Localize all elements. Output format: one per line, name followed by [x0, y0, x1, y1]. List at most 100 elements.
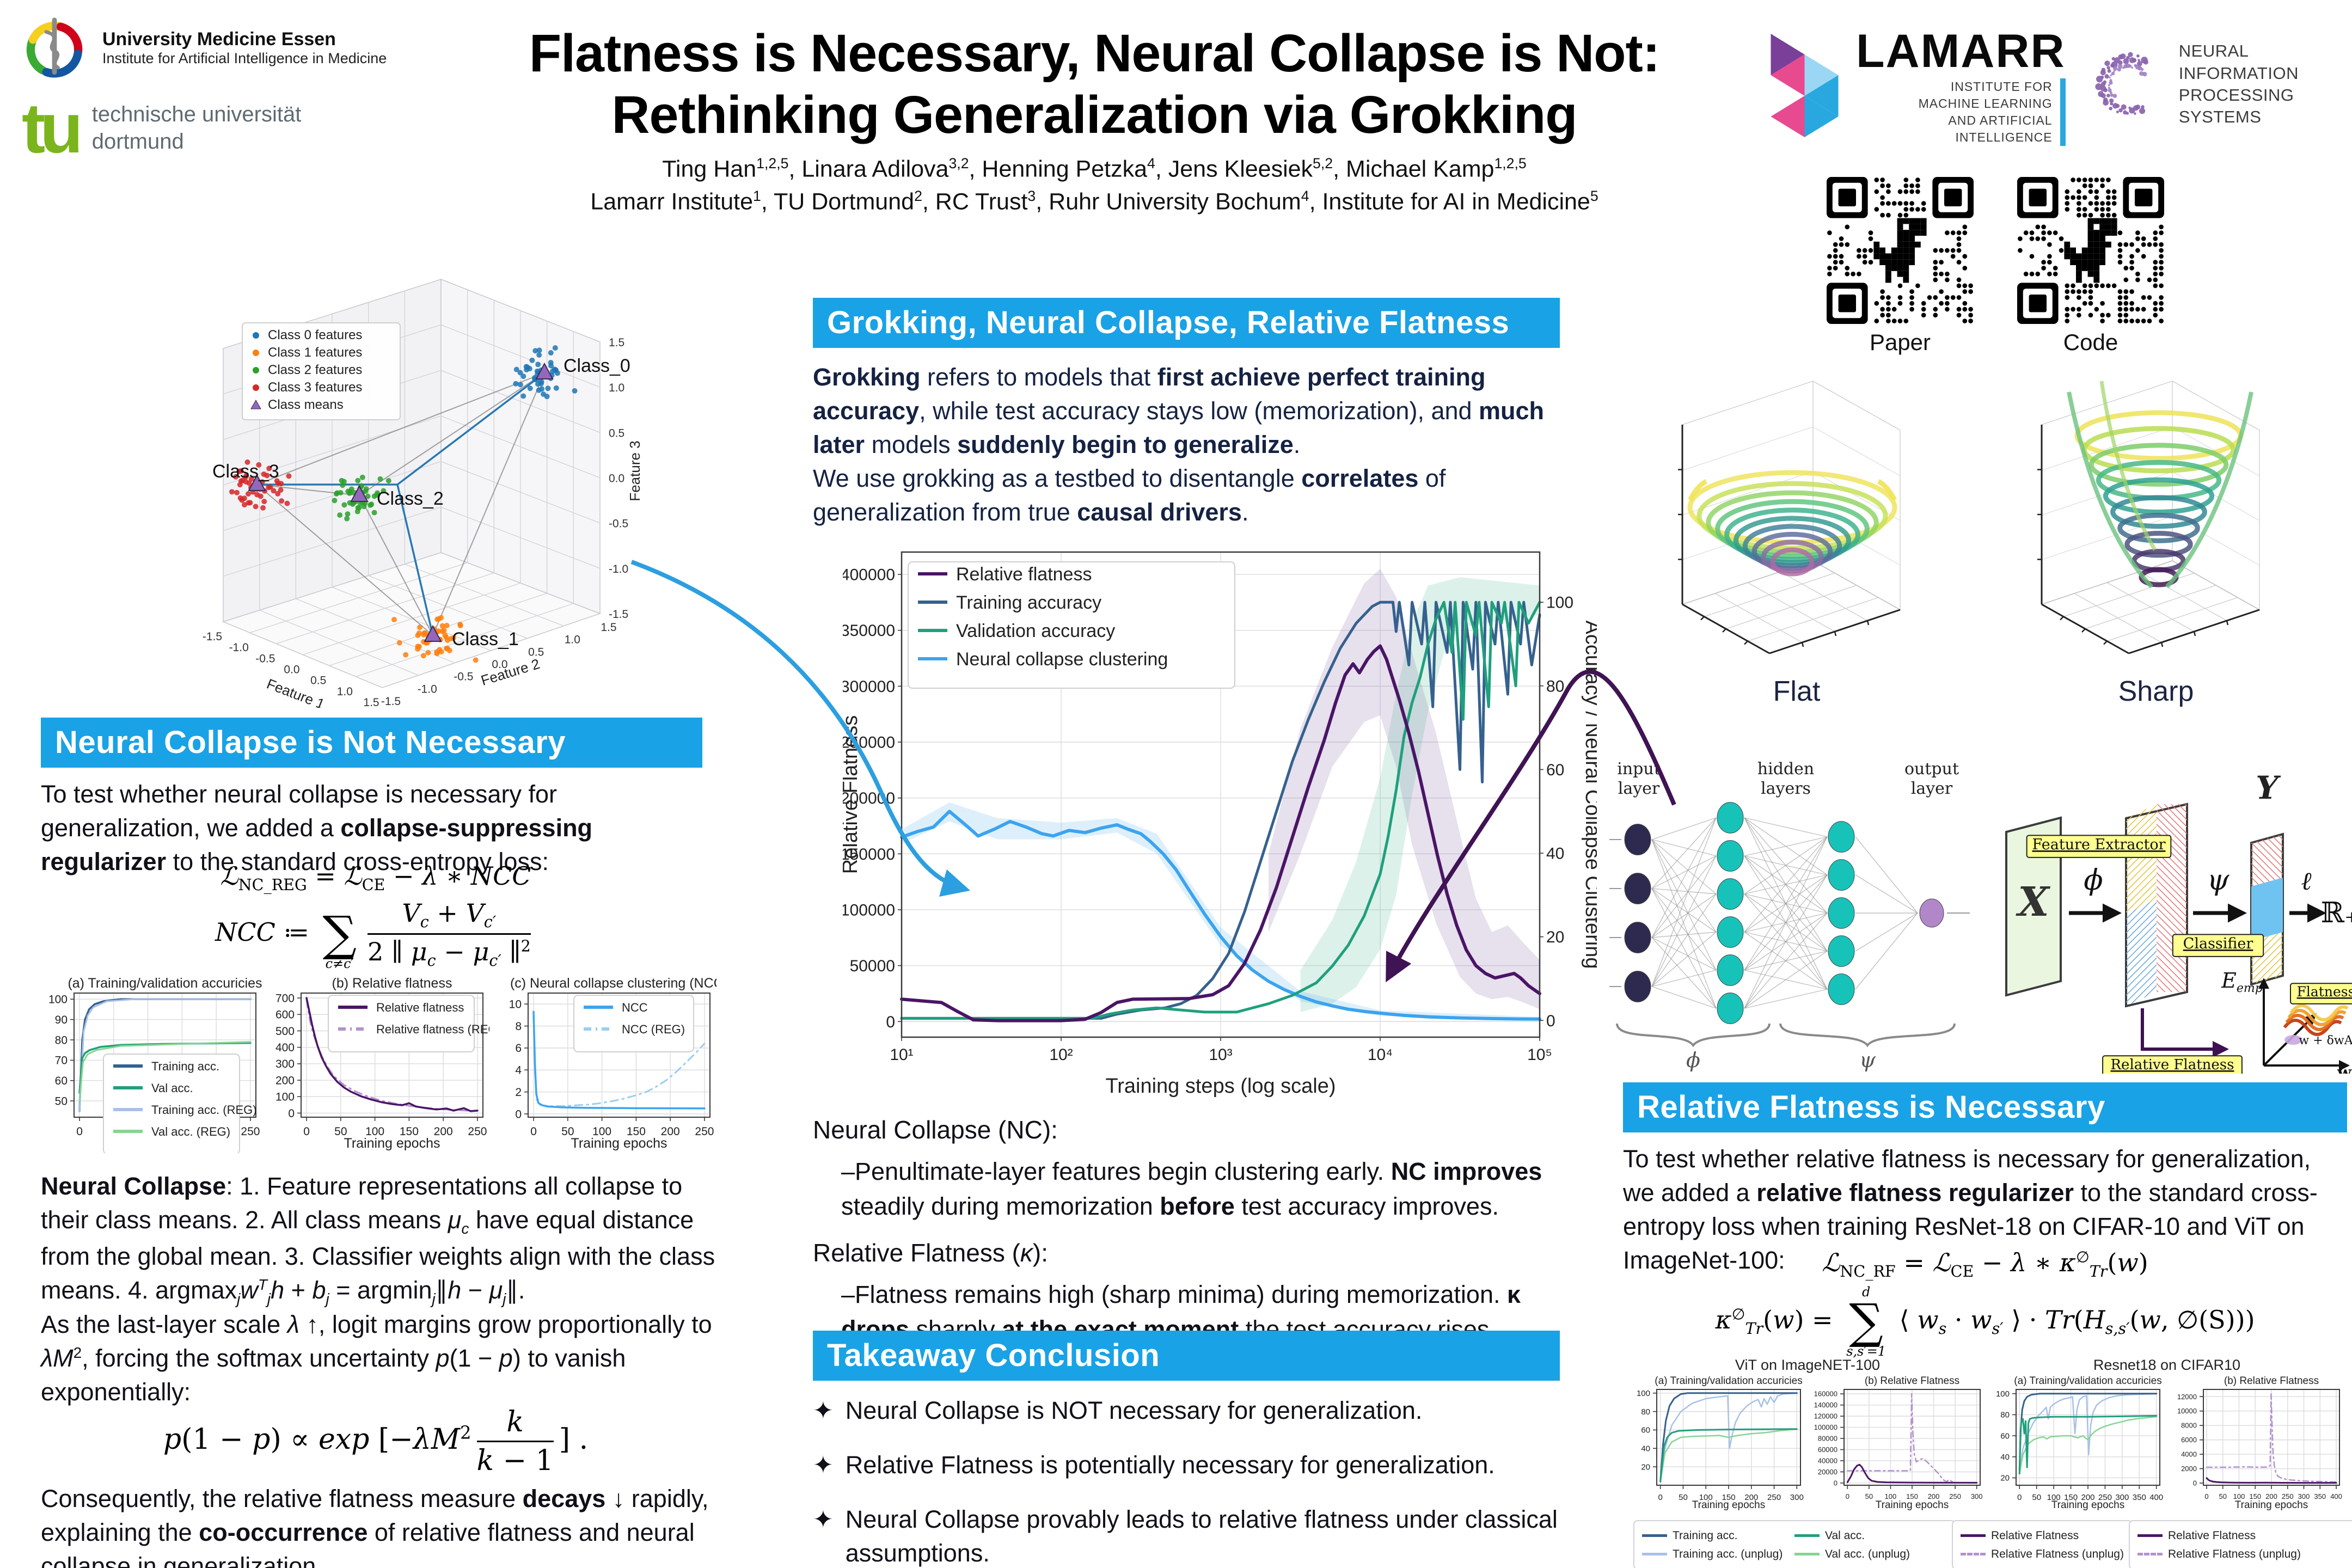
affiliations: Lamarr Institute1, TU Dortmund2, RC Trus… [590, 188, 1598, 215]
svg-text:Y: Y [2256, 769, 2281, 806]
svg-text:-1.0: -1.0 [609, 563, 628, 575]
svg-text:layer: layer [1911, 779, 1953, 798]
svg-text:20: 20 [1546, 928, 1564, 946]
svg-text:ψ: ψ [1859, 1048, 1876, 1072]
svg-text:120000: 120000 [1814, 1412, 1837, 1420]
svg-text:Relative flatness (REG): Relative flatness (REG) [376, 1022, 489, 1036]
svg-text:0: 0 [886, 1013, 895, 1031]
legend-item: Val acc. (unplug) [1794, 1545, 1947, 1564]
svg-text:0: 0 [2193, 1479, 2197, 1487]
middle-intro-2: We use grokking as a testbed to disentan… [813, 464, 1446, 526]
vit-accuracy-chart: 0 50 100 150 200 250 300 20 40 60 80 100 (a) Trainin… [1631, 1373, 1805, 1514]
legend-vit-accuracy: Training acc. Val acc. Training acc. (unpl… [1633, 1520, 1956, 1568]
svg-text:X: X [2016, 879, 2050, 926]
svg-text:300: 300 [2298, 1492, 2310, 1500]
svg-text:Class 0 features: Class 0 features [268, 328, 362, 342]
svg-text:60: 60 [1641, 1426, 1650, 1435]
svg-text:0: 0 [530, 1125, 537, 1138]
svg-text:100: 100 [1699, 1493, 1713, 1502]
svg-text:250: 250 [2098, 1493, 2112, 1502]
svg-text:60000: 60000 [1818, 1445, 1837, 1454]
svg-text:40000: 40000 [1818, 1457, 1837, 1465]
svg-text:10⁴: 10⁴ [1368, 1046, 1393, 1064]
feature-scatter-3d-chart: Class_0 Class_1 Class_2 Class_3 Class 0 feat… [203, 278, 643, 708]
svg-text:200: 200 [1928, 1492, 1940, 1500]
svg-text:output: output [1904, 759, 1959, 779]
left-lambda-paragraph: As the last-layer scale λ ↑, logit margi… [41, 1310, 712, 1406]
svg-text:10⁵: 10⁵ [1527, 1046, 1552, 1064]
svg-text:0.0: 0.0 [284, 664, 299, 676]
svg-text:400: 400 [275, 1042, 295, 1054]
formula-nc-rf: ℒNC_RF = ℒCE − λ ∗ κ∅Tr(w) [1822, 1248, 2148, 1281]
svg-text:4000: 4000 [2181, 1450, 2197, 1459]
svg-text:10²: 10² [1049, 1046, 1073, 1064]
group-title-vit: ViT on ImageNET-100 [1735, 1357, 1881, 1373]
left-consequently: Consequently, the relative flatness meas… [41, 1485, 709, 1568]
svg-text:-1.5: -1.5 [609, 608, 628, 621]
svg-text:Flatness: Flatness [2297, 984, 2352, 1000]
svg-text:w + δwA: w + δwA [2299, 1034, 2352, 1048]
svg-text:40: 40 [1546, 845, 1564, 863]
svg-text:80: 80 [1546, 677, 1564, 695]
svg-text:Relative Flatness: Relative Flatness [2110, 1057, 2234, 1073]
svg-text:Training epochs: Training epochs [571, 1136, 667, 1151]
left-nc-definition: Neural Collapse: 1. Feature representati… [41, 1172, 715, 1307]
svg-text:4: 4 [515, 1064, 522, 1077]
ume-logo: University Medicine Essen Institute for … [22, 15, 387, 81]
svg-text:700: 700 [275, 992, 295, 1004]
svg-text:Class 3 features: Class 3 features [268, 380, 362, 395]
svg-text:Relative flatness: Relative flatness [376, 1001, 464, 1014]
svg-text:Relative flatness: Relative flatness [956, 564, 1092, 585]
svg-text:80000: 80000 [1818, 1435, 1837, 1443]
svg-text:layer: layer [1618, 779, 1660, 798]
svg-text:100: 100 [2047, 1493, 2061, 1502]
svg-text:Classifier: Classifier [2183, 935, 2253, 952]
svg-text:Training acc. (REG): Training acc. (REG) [151, 1103, 257, 1117]
grokking-main-chart: 10¹ 10² 10³ 10⁴ 10⁵0500001000001500002000002… [843, 540, 1597, 1098]
svg-text:150: 150 [1906, 1492, 1918, 1500]
svg-text:(b) Relative Flatness: (b) Relative Flatness [1865, 1375, 1959, 1387]
neurips-line1: NEURAL INFORMATION [2178, 41, 2299, 83]
svg-text:-1.0: -1.0 [418, 683, 437, 695]
section-heading-grokking: Grokking, Neural Collapse, Relative Flat… [813, 298, 1560, 348]
svg-text:0: 0 [1658, 1493, 1663, 1502]
svg-text:20: 20 [2000, 1474, 2010, 1483]
svg-text:10000: 10000 [2177, 1407, 2197, 1415]
svg-text:90: 90 [55, 1014, 68, 1026]
svg-text:250: 250 [1949, 1492, 1961, 1500]
svg-text:250: 250 [695, 1125, 714, 1138]
legend-item: Training acc. [1642, 1527, 1794, 1545]
tu-logo: tu technische universität dortmund [22, 93, 301, 163]
svg-text:100: 100 [2233, 1492, 2245, 1500]
svg-text:Class_3: Class_3 [212, 461, 279, 482]
svg-text:50: 50 [55, 1095, 68, 1107]
svg-text:0: 0 [76, 1125, 83, 1138]
svg-text:150: 150 [1722, 1493, 1735, 1502]
svg-text:(a) Training/validation accuri: (a) Training/validation accuricies [1655, 1375, 1802, 1387]
svg-text:0: 0 [288, 1107, 295, 1120]
takeaway-bullet-1: ✦ Relative Flatness is potentially necess… [813, 1448, 1575, 1482]
svg-text:-1.5: -1.5 [203, 630, 222, 643]
takeaway-bullet-0: ✦ Neural Collapse is NOT necessary for ge… [813, 1394, 1575, 1428]
svg-text:300000: 300000 [843, 678, 895, 696]
svg-text:-1.5: -1.5 [381, 695, 401, 708]
svg-text:0: 0 [2017, 1493, 2022, 1502]
svg-text:Class_2: Class_2 [377, 488, 444, 509]
svg-text:40: 40 [1641, 1444, 1650, 1454]
svg-text:10¹: 10¹ [890, 1046, 913, 1064]
qr-code-code [2017, 177, 2164, 324]
svg-text:80: 80 [1641, 1407, 1650, 1417]
svg-text:ψ: ψ [2207, 864, 2230, 897]
svg-text:50: 50 [2032, 1493, 2041, 1502]
svg-text:0: 0 [515, 1108, 522, 1120]
svg-text:Training epochs: Training epochs [2051, 1499, 2124, 1511]
tu-line2: dortmund [91, 130, 184, 154]
svg-text:-0.5: -0.5 [609, 518, 628, 530]
formula-kappa: κ∅Tr(w) = d ∑ s,s′=1 ⟨ ws · ws′ ⟩ · Tr(Hs,… [1715, 1284, 2255, 1359]
legend-item: Relative Flatness (unplug) [2137, 1545, 2350, 1564]
qr-paper-label: Paper [1869, 329, 1931, 355]
svg-text:250: 250 [468, 1125, 487, 1138]
svg-text:400: 400 [2330, 1492, 2342, 1500]
legend-item: Training acc. (unplug) [1642, 1545, 1794, 1564]
svg-text:1.5: 1.5 [609, 336, 624, 349]
